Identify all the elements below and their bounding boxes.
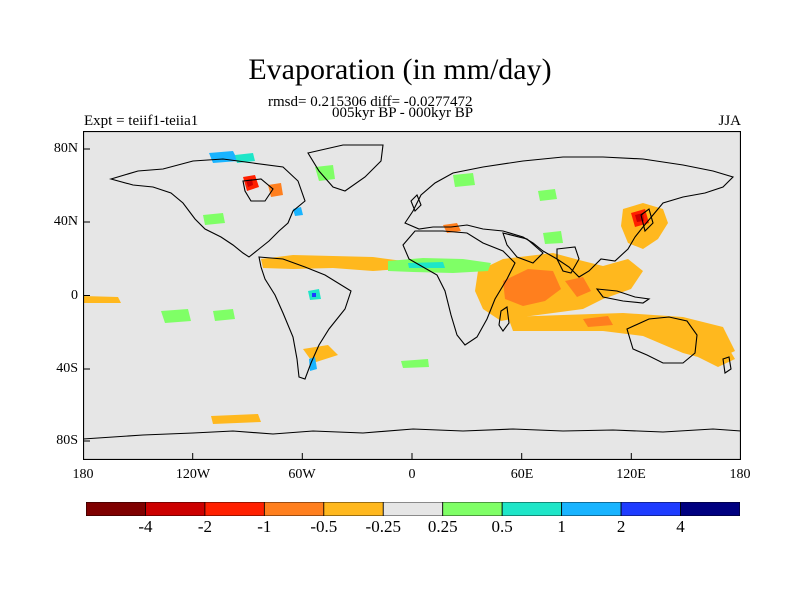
anomaly-siberia bbox=[453, 173, 475, 187]
lat-label-40n: 40N bbox=[53, 214, 78, 229]
anomaly-tropical-atlantic bbox=[261, 255, 403, 271]
legend-label: 0.25 bbox=[427, 517, 458, 536]
anomaly-argentina bbox=[309, 357, 317, 371]
anomaly-mediterranean bbox=[443, 223, 461, 233]
antarctica-coast bbox=[83, 428, 741, 440]
anomaly-southern-ocean bbox=[211, 414, 261, 424]
anomaly-south-pacific-green bbox=[213, 309, 235, 321]
africa-coast bbox=[402, 230, 516, 346]
legend-swatch bbox=[382, 502, 444, 516]
anomaly-amazon-core bbox=[312, 293, 316, 297]
arabia-coast bbox=[502, 232, 544, 264]
legend-swatch bbox=[86, 502, 146, 516]
legend-swatch bbox=[263, 502, 325, 516]
legend-swatch bbox=[561, 502, 622, 516]
anomaly-arabia bbox=[543, 231, 563, 244]
legend-label: -1 bbox=[257, 517, 272, 536]
japan-coast bbox=[640, 208, 654, 233]
lon-label-120w: 120W bbox=[175, 467, 211, 482]
legend-swatch bbox=[680, 502, 740, 516]
anomaly-north-pacific bbox=[203, 213, 225, 225]
coastlines bbox=[83, 144, 741, 440]
madagascar-coast bbox=[498, 306, 510, 332]
color-legend bbox=[86, 502, 740, 516]
south-america-coast bbox=[258, 256, 352, 380]
anomaly-sahel-core bbox=[408, 262, 445, 268]
evaporation-map bbox=[83, 131, 741, 460]
legend-label: -2 bbox=[197, 517, 212, 536]
anomaly-australia-east bbox=[693, 339, 735, 367]
map-title: Evaporation (in mm/day) bbox=[248, 53, 552, 86]
lat-label-0: 0 bbox=[71, 288, 78, 303]
anomaly-arctic-canada bbox=[209, 151, 238, 163]
legend-label: 0.5 bbox=[491, 517, 513, 536]
north-america-coast bbox=[108, 158, 306, 258]
lon-label-0: 0 bbox=[408, 467, 416, 482]
experiment-label: Expt = teiif1-teiia1 bbox=[84, 113, 199, 129]
legend-label: -4 bbox=[138, 517, 153, 536]
anomaly-east-pacific-green bbox=[161, 309, 191, 323]
legend-label: 4 bbox=[676, 517, 685, 536]
hudson-bay bbox=[242, 178, 274, 202]
lon-label-180w: 180 bbox=[72, 467, 94, 482]
anomaly-south-indian bbox=[508, 313, 735, 361]
lat-label-80s: 80S bbox=[56, 433, 78, 448]
lat-label-80n: 80N bbox=[53, 141, 78, 156]
season-label: JJA bbox=[718, 113, 741, 129]
anomaly-arabian-sea-core bbox=[503, 269, 561, 306]
legend-swatch bbox=[501, 502, 563, 516]
anomaly-hudson bbox=[268, 183, 283, 197]
new-zealand-coast bbox=[722, 356, 732, 374]
legend-swatch bbox=[323, 502, 384, 516]
legend-label: -0.25 bbox=[365, 517, 401, 536]
anomaly-bay-of-bengal-core bbox=[565, 277, 591, 297]
indonesia-coast bbox=[595, 288, 651, 304]
anomaly-east-pacific bbox=[83, 296, 121, 303]
india-coast bbox=[556, 246, 580, 274]
stats-subtitle: rmsd= 0.215306 diff= -0.0277472 bbox=[268, 94, 473, 110]
anomaly-arctic-green bbox=[235, 153, 255, 163]
lon-label-60e: 60E bbox=[510, 467, 534, 482]
anomaly-south-indian-core bbox=[583, 316, 613, 327]
lat-label-40s: 40S bbox=[56, 361, 78, 376]
legend-label: 2 bbox=[616, 517, 626, 536]
legend-swatch bbox=[204, 502, 265, 516]
legend-swatch bbox=[442, 502, 503, 516]
legend-label: -0.5 bbox=[310, 517, 338, 536]
map-background bbox=[83, 131, 741, 460]
period-subtitle: 005kyr BP - 000kyr BP bbox=[332, 105, 474, 121]
anomaly-greenland bbox=[315, 165, 335, 181]
legend-label: 1 bbox=[557, 517, 566, 536]
eurasia-coast bbox=[404, 156, 735, 278]
australia-coast bbox=[626, 316, 698, 364]
anomaly-southern-atlantic-green bbox=[401, 359, 429, 368]
legend-swatch bbox=[145, 502, 206, 516]
lon-label-180e: 180 bbox=[729, 467, 751, 482]
lon-label-60w: 60W bbox=[288, 467, 316, 482]
legend-swatch bbox=[620, 502, 681, 516]
uk-coast bbox=[410, 194, 422, 212]
lon-label-120e: 120E bbox=[616, 467, 646, 482]
anomaly-central-asia bbox=[538, 189, 557, 201]
greenland-coast bbox=[307, 144, 384, 192]
anomaly-fills bbox=[83, 151, 735, 424]
map-ticks bbox=[83, 148, 632, 460]
